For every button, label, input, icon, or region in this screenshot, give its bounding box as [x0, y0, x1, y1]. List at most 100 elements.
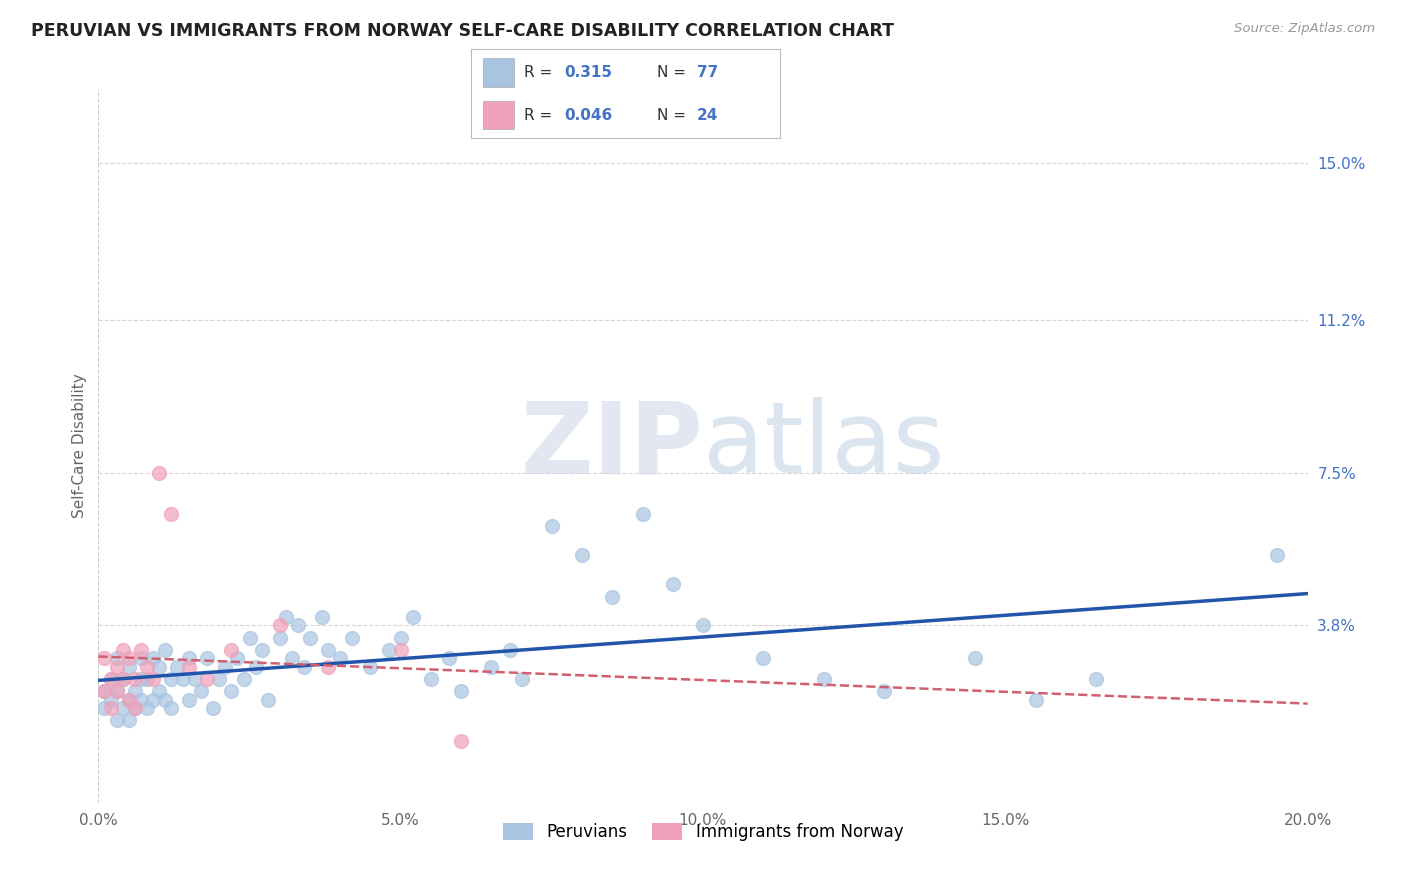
Point: [420, 672, 443, 686]
Point: [360, 659, 382, 673]
Point: [571, 549, 593, 563]
Point: [873, 684, 896, 698]
Point: [281, 651, 304, 665]
Point: [195, 651, 218, 665]
Point: [208, 672, 231, 686]
Point: [105, 659, 128, 673]
Text: 77: 77: [697, 65, 718, 79]
Point: [118, 714, 141, 728]
Point: [250, 643, 273, 657]
Text: Source: ZipAtlas.com: Source: ZipAtlas.com: [1234, 22, 1375, 36]
Point: [129, 651, 152, 665]
Point: [93, 701, 115, 715]
Point: [93, 684, 115, 698]
Point: [1085, 672, 1108, 686]
Point: [124, 684, 146, 698]
Point: [299, 631, 322, 645]
Point: [245, 659, 267, 673]
Point: [118, 659, 141, 673]
Point: [292, 659, 315, 673]
Point: [184, 672, 207, 686]
Point: [142, 651, 165, 665]
Point: [179, 692, 201, 706]
Point: [813, 672, 835, 686]
Point: [142, 672, 165, 686]
Point: [100, 672, 122, 686]
Point: [160, 701, 183, 715]
Point: [269, 631, 291, 645]
Bar: [484, 101, 515, 129]
Point: [105, 651, 128, 665]
Point: [239, 631, 262, 645]
Point: [540, 519, 562, 533]
Point: [221, 643, 243, 657]
Point: [965, 651, 987, 665]
Point: [148, 659, 170, 673]
Text: R =: R =: [523, 108, 551, 122]
Point: [111, 672, 134, 686]
Text: N =: N =: [657, 65, 686, 79]
Point: [135, 672, 157, 686]
Point: [135, 701, 157, 715]
Point: [316, 643, 339, 657]
Point: [111, 701, 134, 715]
Point: [105, 684, 128, 698]
Point: [179, 651, 201, 665]
Point: [166, 659, 188, 673]
Point: [100, 692, 122, 706]
Point: [661, 577, 683, 591]
Point: [1024, 692, 1046, 706]
Point: [100, 701, 122, 715]
Point: [118, 692, 141, 706]
Point: [202, 701, 225, 715]
Text: 0.046: 0.046: [564, 108, 612, 122]
Text: N =: N =: [657, 108, 686, 122]
Point: [179, 659, 201, 673]
Point: [214, 659, 236, 673]
Point: [752, 651, 775, 665]
Point: [129, 692, 152, 706]
Point: [232, 672, 254, 686]
Point: [510, 672, 533, 686]
Point: [100, 672, 122, 686]
Point: [692, 618, 714, 632]
Bar: [484, 58, 515, 87]
Point: [111, 672, 134, 686]
Legend: Peruvians, Immigrants from Norway: Peruvians, Immigrants from Norway: [496, 816, 910, 848]
Point: [287, 618, 309, 632]
Text: 24: 24: [697, 108, 718, 122]
Point: [256, 692, 278, 706]
Point: [226, 651, 249, 665]
Point: [316, 659, 339, 673]
Point: [172, 672, 194, 686]
Point: [195, 672, 218, 686]
Text: 0.315: 0.315: [564, 65, 612, 79]
Point: [269, 618, 291, 632]
Point: [498, 643, 520, 657]
Point: [153, 692, 176, 706]
Point: [111, 643, 134, 657]
Point: [153, 643, 176, 657]
Point: [124, 672, 146, 686]
Point: [105, 714, 128, 728]
Point: [129, 643, 152, 657]
Point: [450, 684, 472, 698]
Point: [124, 701, 146, 715]
Point: [93, 651, 115, 665]
Point: [450, 734, 472, 748]
Text: PERUVIAN VS IMMIGRANTS FROM NORWAY SELF-CARE DISABILITY CORRELATION CHART: PERUVIAN VS IMMIGRANTS FROM NORWAY SELF-…: [31, 22, 894, 40]
Point: [105, 684, 128, 698]
Text: ZIP: ZIP: [520, 398, 703, 494]
Point: [389, 631, 412, 645]
Point: [274, 610, 297, 624]
Point: [631, 507, 654, 521]
Point: [148, 466, 170, 480]
Point: [129, 672, 152, 686]
Point: [342, 631, 364, 645]
Point: [221, 684, 243, 698]
Point: [135, 659, 157, 673]
Point: [402, 610, 425, 624]
Point: [1267, 549, 1289, 563]
Y-axis label: Self-Care Disability: Self-Care Disability: [72, 374, 87, 518]
Point: [160, 507, 183, 521]
